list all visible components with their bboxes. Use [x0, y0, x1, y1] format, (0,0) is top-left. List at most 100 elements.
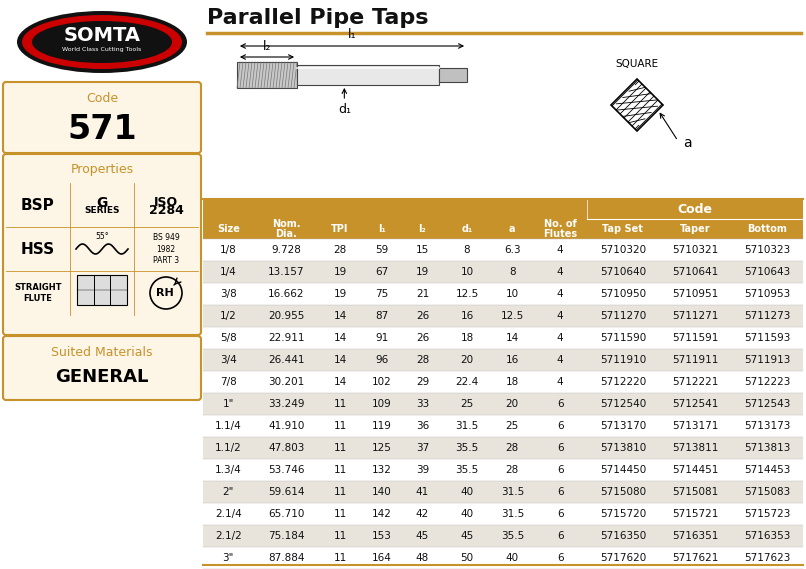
Text: 571: 571	[67, 113, 137, 146]
Text: 5712220: 5712220	[600, 377, 646, 387]
Text: Code: Code	[86, 92, 118, 105]
Text: 5716353: 5716353	[744, 531, 790, 541]
Text: 1.3/4: 1.3/4	[215, 465, 242, 475]
Bar	[203, 503, 803, 525]
Text: 102: 102	[372, 377, 392, 387]
Text: 5713170: 5713170	[600, 421, 646, 431]
Text: 36: 36	[416, 421, 429, 431]
Text: 5714453: 5714453	[744, 465, 790, 475]
Bar	[203, 525, 803, 547]
Text: 19: 19	[416, 267, 429, 277]
Text: 5713813: 5713813	[744, 443, 790, 453]
Bar	[203, 481, 803, 503]
Text: 11: 11	[334, 399, 347, 409]
Text: 40: 40	[460, 487, 474, 497]
Text: 41.910: 41.910	[268, 421, 305, 431]
Text: 5712540: 5712540	[600, 399, 646, 409]
Text: 5715723: 5715723	[744, 509, 790, 519]
Text: 5717620: 5717620	[600, 553, 646, 563]
Bar	[203, 305, 803, 327]
Text: 5712543: 5712543	[744, 399, 790, 409]
Text: 45: 45	[416, 531, 429, 541]
Text: 5710951: 5710951	[672, 289, 718, 299]
Text: 8: 8	[509, 267, 516, 277]
Bar	[203, 349, 803, 371]
Text: 26: 26	[416, 333, 429, 343]
Text: 1/8: 1/8	[220, 245, 237, 255]
Text: 31.5: 31.5	[501, 487, 524, 497]
Text: 11: 11	[334, 465, 347, 475]
Bar	[203, 459, 803, 481]
Text: 67: 67	[375, 267, 388, 277]
Text: 11: 11	[334, 443, 347, 453]
Text: 5711913: 5711913	[744, 355, 790, 365]
Text: 16.662: 16.662	[268, 289, 305, 299]
Text: 91: 91	[375, 333, 388, 343]
Text: 109: 109	[372, 399, 392, 409]
Bar	[203, 547, 803, 569]
Text: 15: 15	[416, 245, 429, 255]
Text: 2284: 2284	[148, 204, 184, 217]
Bar	[203, 437, 803, 459]
Bar	[203, 239, 803, 261]
Text: 29: 29	[416, 377, 429, 387]
Text: 5710320: 5710320	[600, 245, 646, 255]
Text: 6: 6	[557, 465, 563, 475]
Text: l₂: l₂	[263, 40, 272, 53]
Text: 75.184: 75.184	[268, 531, 305, 541]
Text: 37: 37	[416, 443, 429, 453]
Text: 5714450: 5714450	[600, 465, 646, 475]
Text: 21: 21	[416, 289, 429, 299]
Text: 41: 41	[416, 487, 429, 497]
Text: Properties: Properties	[70, 163, 134, 175]
Text: 26: 26	[416, 311, 429, 321]
Text: 4: 4	[557, 377, 563, 387]
Text: 16: 16	[505, 355, 519, 365]
Text: 10: 10	[505, 289, 519, 299]
Bar	[203, 371, 803, 393]
Text: 8: 8	[463, 245, 470, 255]
Text: 45: 45	[460, 531, 474, 541]
Text: l₁: l₁	[347, 28, 356, 41]
Text: 5715721: 5715721	[671, 509, 718, 519]
Text: Nom.
Dia.: Nom. Dia.	[272, 218, 301, 240]
Text: 50: 50	[460, 553, 474, 563]
Text: 40: 40	[505, 553, 519, 563]
Text: 6: 6	[557, 421, 563, 431]
Text: 5710643: 5710643	[744, 267, 790, 277]
Text: 28: 28	[416, 355, 429, 365]
Text: Taper: Taper	[679, 224, 710, 234]
Text: 12.5: 12.5	[501, 311, 524, 321]
Text: ISO: ISO	[154, 196, 178, 209]
Text: 5710321: 5710321	[672, 245, 718, 255]
Text: 40: 40	[460, 509, 474, 519]
Text: 11: 11	[334, 553, 347, 563]
Bar	[237, 62, 297, 88]
Text: STRAIGHT
FLUTE: STRAIGHT FLUTE	[15, 283, 62, 303]
Text: 19: 19	[334, 289, 347, 299]
Text: SOMTA: SOMTA	[64, 26, 140, 44]
Text: 119: 119	[372, 421, 392, 431]
Text: 14: 14	[334, 355, 347, 365]
Text: 19: 19	[334, 267, 347, 277]
Text: 22.911: 22.911	[268, 333, 305, 343]
Text: 5712221: 5712221	[671, 377, 718, 387]
Text: 5715083: 5715083	[744, 487, 790, 497]
Text: 6: 6	[557, 443, 563, 453]
Text: 7/8: 7/8	[220, 377, 237, 387]
Text: 132: 132	[372, 465, 392, 475]
Text: 4: 4	[557, 311, 563, 321]
Text: 4: 4	[557, 355, 563, 365]
Text: 5711590: 5711590	[600, 333, 646, 343]
Text: SERIES: SERIES	[85, 206, 120, 215]
Text: BSP: BSP	[21, 197, 55, 212]
Text: 35.5: 35.5	[455, 443, 479, 453]
Text: 5710953: 5710953	[744, 289, 790, 299]
Bar	[203, 283, 803, 305]
Text: 18: 18	[505, 377, 519, 387]
Text: 2.1/4: 2.1/4	[215, 509, 242, 519]
Text: 164: 164	[372, 553, 392, 563]
Polygon shape	[611, 79, 663, 131]
Text: Bottom: Bottom	[747, 224, 787, 234]
Text: 11: 11	[334, 509, 347, 519]
